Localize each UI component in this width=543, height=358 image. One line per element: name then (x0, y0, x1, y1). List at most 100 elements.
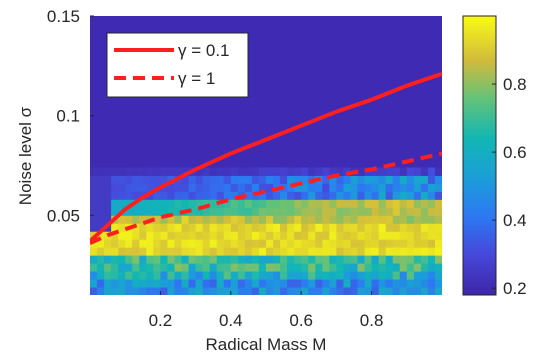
heatmap-cell (223, 199, 232, 208)
heatmap-cell (104, 183, 112, 192)
heatmap-cell (125, 199, 133, 208)
heatmap-cell (125, 207, 133, 216)
heatmap-cell (350, 279, 359, 288)
heatmap-cell (378, 191, 387, 200)
heatmap-cell (209, 215, 218, 224)
heatmap-cell (104, 207, 112, 216)
heatmap-cell (357, 255, 366, 264)
heatmap-cell (322, 231, 330, 240)
heatmap-cell (336, 215, 344, 224)
heatmap-cell (301, 239, 309, 248)
heatmap-cell (413, 175, 422, 184)
heatmap-cell (118, 191, 126, 200)
heatmap-cell (230, 271, 239, 280)
heatmap-cell (139, 271, 147, 280)
heatmap-cell (364, 239, 373, 248)
curve-gamma-1 (90, 151, 442, 246)
heatmap-cell (420, 167, 429, 176)
heatmap-cell (364, 247, 373, 256)
heatmap-cell (111, 191, 119, 200)
heatmap-cell (357, 271, 366, 280)
heatmap-cell (406, 239, 415, 248)
heatmap-cell (104, 263, 112, 272)
heatmap-cell (223, 231, 232, 240)
heatmap-cell (399, 191, 408, 200)
heatmap-cell (336, 287, 344, 295)
heatmap-cell (181, 255, 190, 264)
heatmap-cell (174, 255, 183, 264)
heatmap-cell (230, 167, 239, 176)
heatmap-cell (273, 271, 281, 280)
heatmap-cell (399, 263, 408, 272)
heatmap-cell (209, 247, 218, 256)
colorbar-tick-label: 0.6 (503, 143, 527, 162)
heatmap-cell (181, 199, 190, 208)
heatmap-cell (216, 247, 225, 256)
heatmap-cell (90, 279, 98, 288)
heatmap-cell (181, 263, 190, 272)
heatmap-cell (132, 287, 140, 295)
heatmap-cell (153, 231, 161, 240)
heatmap-cell (420, 199, 429, 208)
heatmap-cell (223, 223, 232, 232)
heatmap-cell (266, 191, 274, 200)
heatmap-cell (237, 207, 246, 216)
heatmap-cell (392, 223, 401, 232)
heatmap-cell (258, 199, 267, 208)
heatmap-cell (174, 207, 183, 216)
heatmap-cell (280, 231, 288, 240)
heatmap-cell (371, 199, 380, 208)
heatmap-cell (392, 239, 401, 248)
heatmap-cell (118, 279, 126, 288)
heatmap-cell (132, 215, 140, 224)
heatmap-cell (174, 183, 183, 192)
heatmap-cell (216, 239, 225, 248)
heatmap-cell (90, 263, 98, 272)
heatmap-cell (413, 239, 422, 248)
heatmap-cell (329, 287, 337, 295)
heatmap-cell (287, 175, 295, 184)
heatmap-cell (223, 255, 232, 264)
heatmap-cell (315, 287, 323, 295)
heatmap-cell (125, 271, 133, 280)
heatmap-cell (223, 207, 232, 216)
heatmap-cell (378, 271, 387, 280)
heatmap-cell (371, 287, 380, 295)
heatmap-cell (104, 279, 112, 288)
heatmap-cell (364, 199, 373, 208)
heatmap-cell (153, 287, 161, 295)
heatmap-cell (160, 255, 168, 264)
heatmap-cell (308, 223, 316, 232)
heatmap-cell (90, 167, 98, 176)
heatmap-cell (385, 223, 394, 232)
heatmap-cell (378, 167, 387, 176)
heatmap-cell (364, 255, 373, 264)
heatmap-cell (371, 263, 380, 272)
heatmap-cell (420, 231, 429, 240)
heatmap-cell (160, 207, 168, 216)
heatmap-cell (188, 271, 197, 280)
heatmap-cell (195, 255, 204, 264)
heatmap-cell (181, 183, 190, 192)
heatmap-cell (350, 239, 359, 248)
heatmap-cell (336, 183, 344, 192)
heatmap-cell (251, 231, 260, 240)
heatmap-cell (343, 191, 351, 200)
heatmap-cell (357, 263, 366, 272)
heatmap-cell (230, 263, 239, 272)
heatmap-cell (420, 239, 429, 248)
heatmap-cell (385, 287, 394, 295)
heatmap-cell (385, 271, 394, 280)
heatmap-cell (371, 175, 380, 184)
heatmap-cell (343, 255, 351, 264)
heatmap-cell (125, 191, 133, 200)
heatmap-cell (90, 271, 98, 280)
heatmap-cell (153, 191, 161, 200)
heatmap-cell (273, 207, 281, 216)
heatmap-cell (420, 215, 429, 224)
heatmap-cell (209, 255, 218, 264)
heatmap-cell (287, 263, 295, 272)
heatmap-cell (350, 207, 359, 216)
heatmap-cell (195, 263, 204, 272)
heatmap-cell (153, 167, 161, 176)
